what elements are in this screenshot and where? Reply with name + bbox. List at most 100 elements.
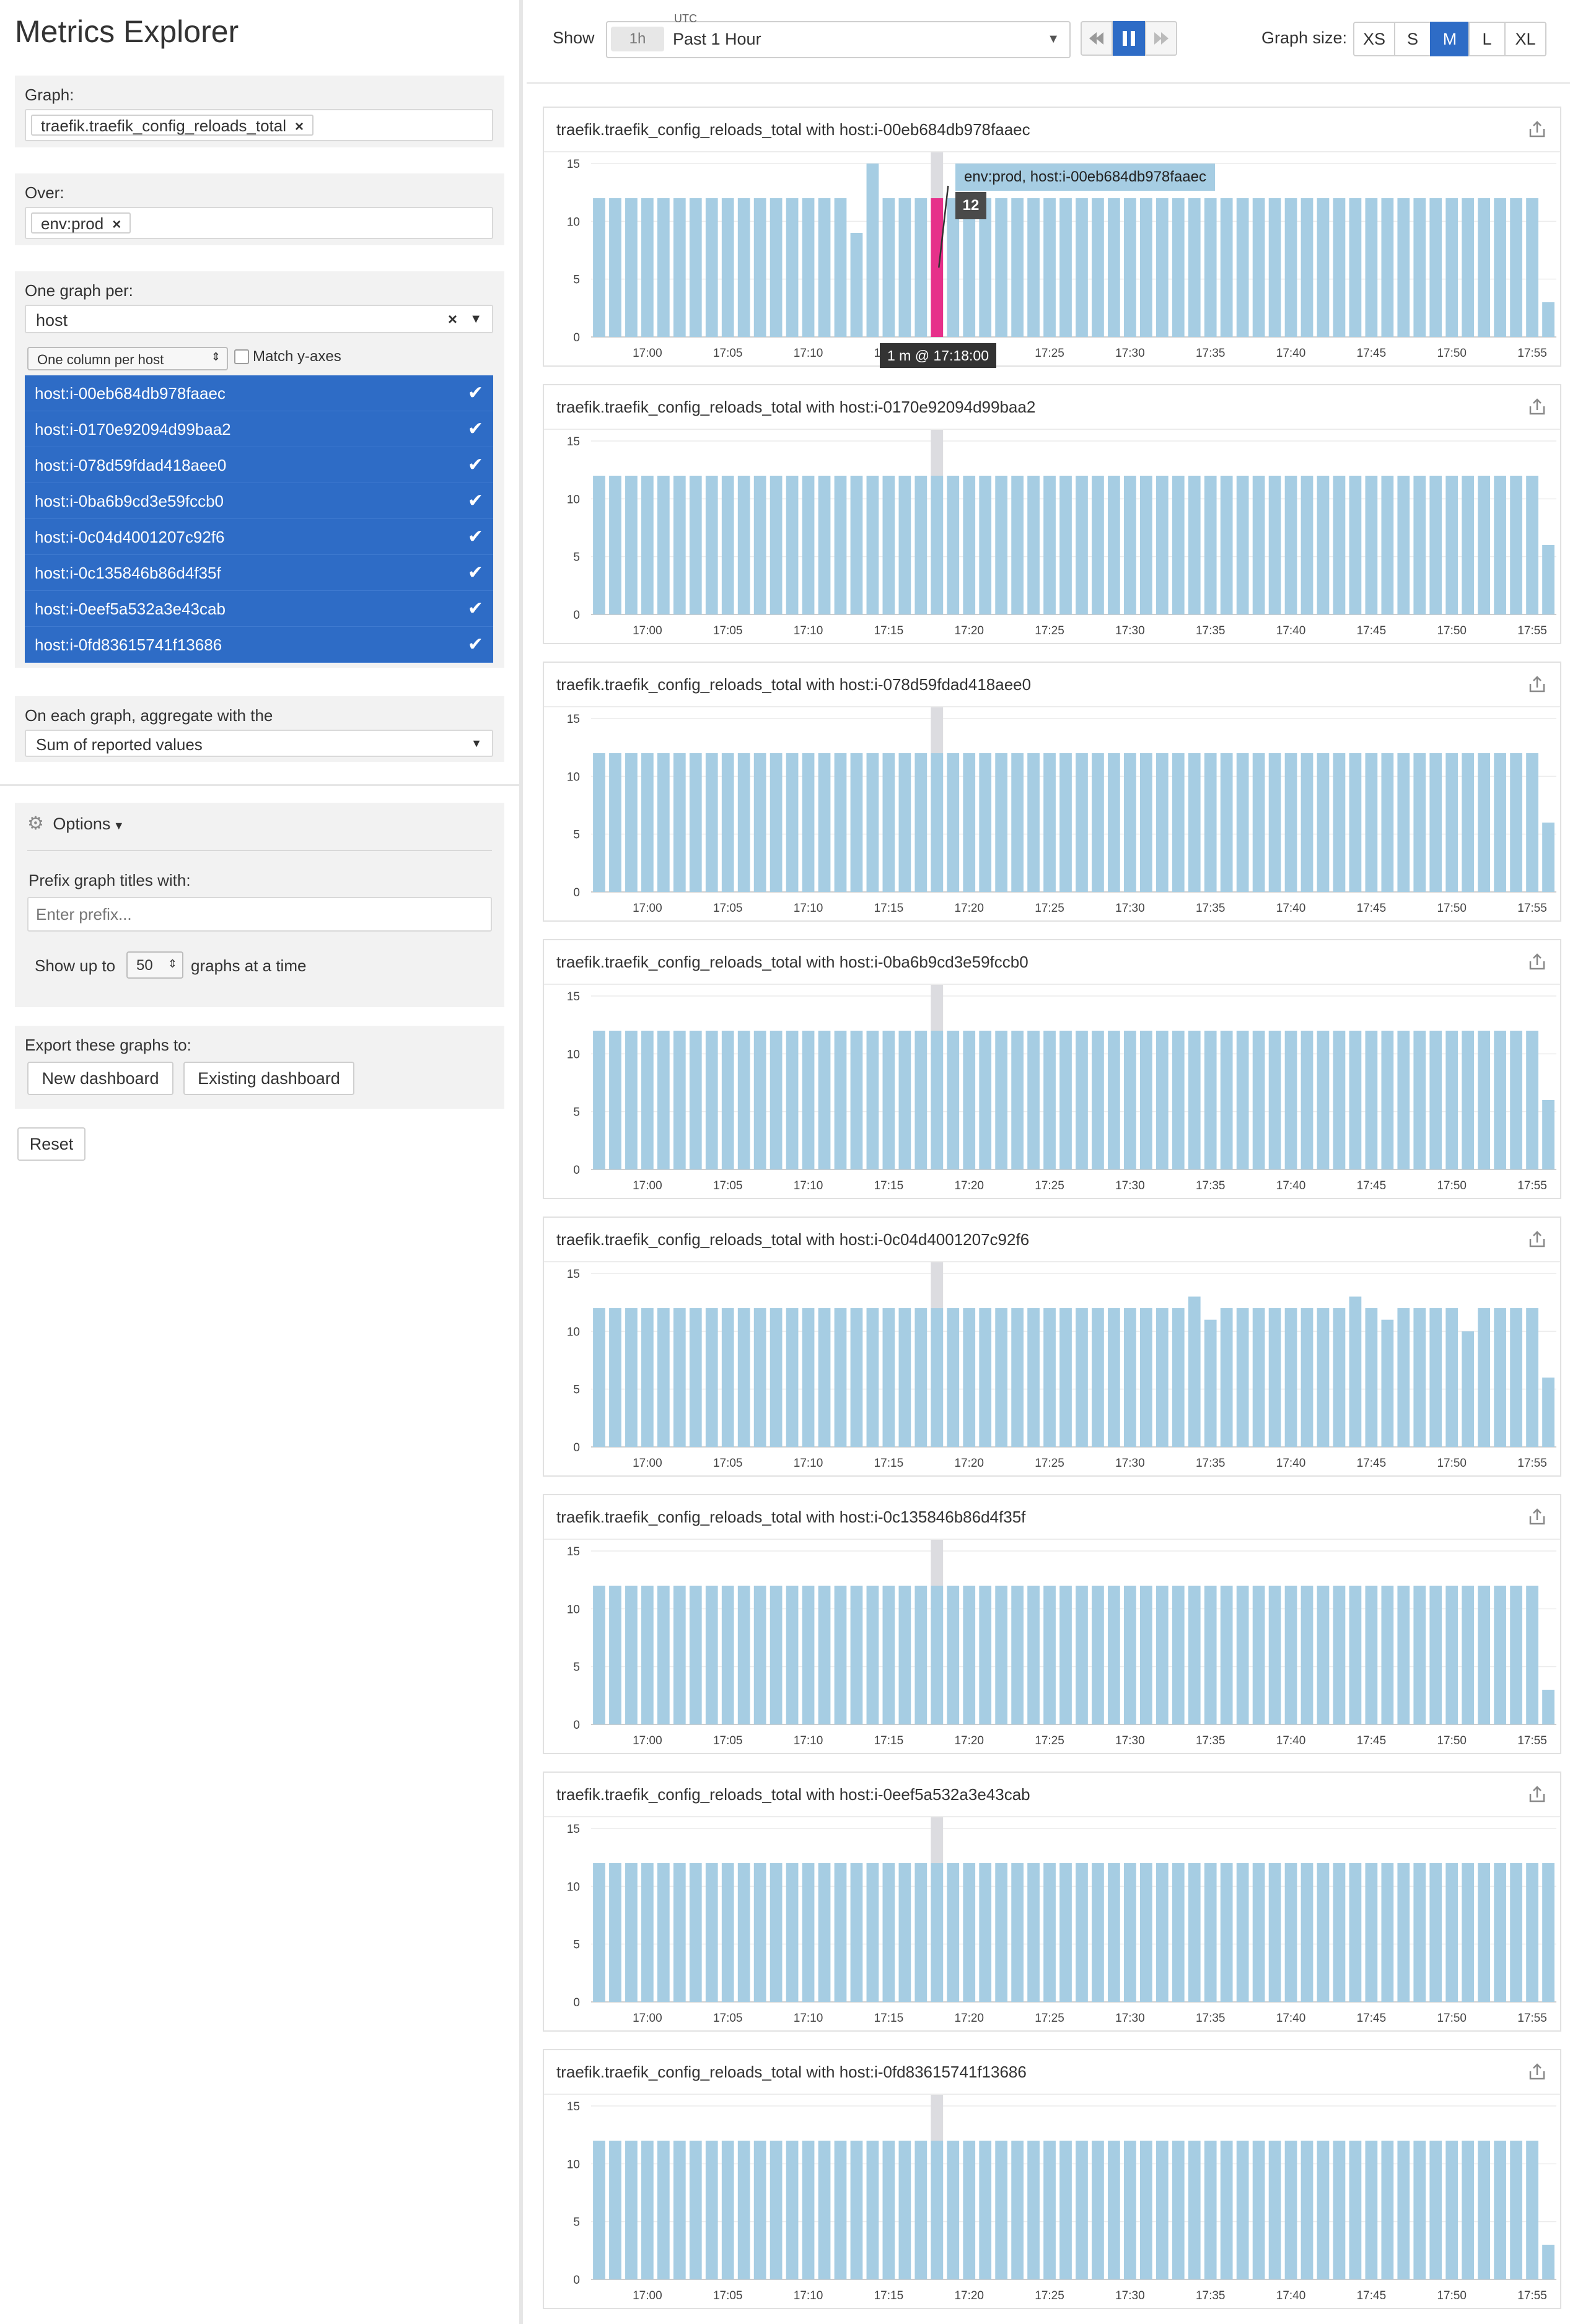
bar[interactable]	[1268, 2141, 1281, 2279]
bar[interactable]	[1429, 753, 1442, 892]
bar[interactable]	[947, 1586, 960, 1724]
bar[interactable]	[1381, 1586, 1394, 1724]
bar[interactable]	[1027, 476, 1040, 614]
bar[interactable]	[931, 2141, 944, 2279]
bar[interactable]	[1349, 753, 1362, 892]
bar[interactable]	[625, 753, 638, 892]
bar[interactable]	[1445, 753, 1458, 892]
bar[interactable]	[1284, 1586, 1297, 1724]
bar[interactable]	[1139, 1031, 1152, 1169]
bar[interactable]	[1220, 2141, 1233, 2279]
bar[interactable]	[1429, 198, 1442, 337]
bar[interactable]	[1268, 753, 1281, 892]
bar[interactable]	[641, 1031, 654, 1169]
bar[interactable]	[1188, 2141, 1201, 2279]
bar[interactable]	[1429, 1308, 1442, 1447]
bar[interactable]	[673, 198, 686, 337]
bar[interactable]	[963, 198, 976, 337]
bar[interactable]	[1076, 2141, 1088, 2279]
group-by-select[interactable]: host × ▼	[25, 305, 493, 333]
bar[interactable]	[818, 1308, 831, 1447]
bar[interactable]	[786, 476, 799, 614]
bar[interactable]	[1445, 1031, 1458, 1169]
host-item[interactable]: host:i-0ba6b9cd3e59fccb0 ✔	[25, 483, 493, 519]
bar[interactable]	[1526, 1031, 1538, 1169]
bar[interactable]	[1172, 2141, 1185, 2279]
bar[interactable]	[834, 1586, 847, 1724]
bar[interactable]	[1429, 1863, 1442, 2002]
bar[interactable]	[914, 476, 928, 614]
bar[interactable]	[818, 476, 831, 614]
bar[interactable]	[914, 753, 928, 892]
bar[interactable]	[850, 233, 863, 337]
bar[interactable]	[641, 1308, 654, 1447]
bar[interactable]	[963, 1586, 976, 1724]
bar[interactable]	[1108, 1308, 1120, 1447]
bar[interactable]	[770, 1308, 783, 1447]
bar[interactable]	[882, 1031, 895, 1169]
bar[interactable]	[721, 1308, 734, 1447]
bar[interactable]	[1494, 1863, 1506, 2002]
bar[interactable]	[1124, 1031, 1136, 1169]
bar[interactable]	[802, 1863, 815, 2002]
bar[interactable]	[963, 753, 976, 892]
bar[interactable]	[963, 1308, 976, 1447]
bar[interactable]	[1300, 1031, 1313, 1169]
bar[interactable]	[721, 476, 734, 614]
bar[interactable]	[1204, 1863, 1217, 2002]
bar[interactable]	[1381, 1031, 1394, 1169]
bar[interactable]	[1011, 476, 1024, 614]
bar[interactable]	[705, 753, 718, 892]
bar[interactable]	[737, 1308, 750, 1447]
bar[interactable]	[1092, 2141, 1104, 2279]
bar[interactable]	[898, 1586, 911, 1724]
bar[interactable]	[1076, 1586, 1088, 1724]
bar[interactable]	[818, 2141, 831, 2279]
bar[interactable]	[1059, 753, 1072, 892]
bar[interactable]	[802, 753, 815, 892]
bar[interactable]	[1236, 2141, 1249, 2279]
bar[interactable]	[1510, 2141, 1522, 2279]
bar[interactable]	[641, 198, 654, 337]
bar[interactable]	[1188, 1031, 1201, 1169]
bar[interactable]	[802, 2141, 815, 2279]
bar[interactable]	[1124, 476, 1136, 614]
bar[interactable]	[1124, 1308, 1136, 1447]
bar[interactable]	[1268, 1031, 1281, 1169]
bar[interactable]	[1526, 1863, 1538, 2002]
bar[interactable]	[979, 198, 992, 337]
bar[interactable]	[1124, 198, 1136, 337]
bar[interactable]	[1413, 1863, 1426, 2002]
bar[interactable]	[1381, 476, 1394, 614]
bar[interactable]	[1156, 1863, 1169, 2002]
bar[interactable]	[882, 1863, 895, 2002]
bar[interactable]	[705, 198, 718, 337]
bar[interactable]	[995, 1031, 1008, 1169]
bar[interactable]	[1011, 753, 1024, 892]
bar[interactable]	[850, 2141, 863, 2279]
bar[interactable]	[1300, 1863, 1313, 2002]
bar[interactable]	[1139, 753, 1152, 892]
bar[interactable]	[1478, 198, 1491, 337]
bar[interactable]	[1188, 1296, 1201, 1447]
bar[interactable]	[1188, 198, 1201, 337]
bar[interactable]	[673, 1031, 686, 1169]
bar[interactable]	[1059, 1863, 1072, 2002]
bar[interactable]	[1478, 753, 1491, 892]
bar[interactable]	[770, 1586, 783, 1724]
bar[interactable]	[1027, 1863, 1040, 2002]
bar[interactable]	[770, 1863, 783, 2002]
bar[interactable]	[1413, 198, 1426, 337]
bar[interactable]	[641, 476, 654, 614]
bar[interactable]	[1108, 198, 1120, 337]
bar[interactable]	[1156, 2141, 1169, 2279]
bar[interactable]	[931, 1863, 944, 2002]
bar[interactable]	[995, 198, 1008, 337]
pause-button[interactable]	[1113, 21, 1145, 56]
bar[interactable]	[802, 476, 815, 614]
host-item[interactable]: host:i-0c135846b86d4f35f ✔	[25, 555, 493, 591]
bar[interactable]	[866, 753, 879, 892]
bar[interactable]	[1027, 198, 1040, 337]
bar[interactable]	[1300, 2141, 1313, 2279]
bar[interactable]	[657, 2141, 670, 2279]
